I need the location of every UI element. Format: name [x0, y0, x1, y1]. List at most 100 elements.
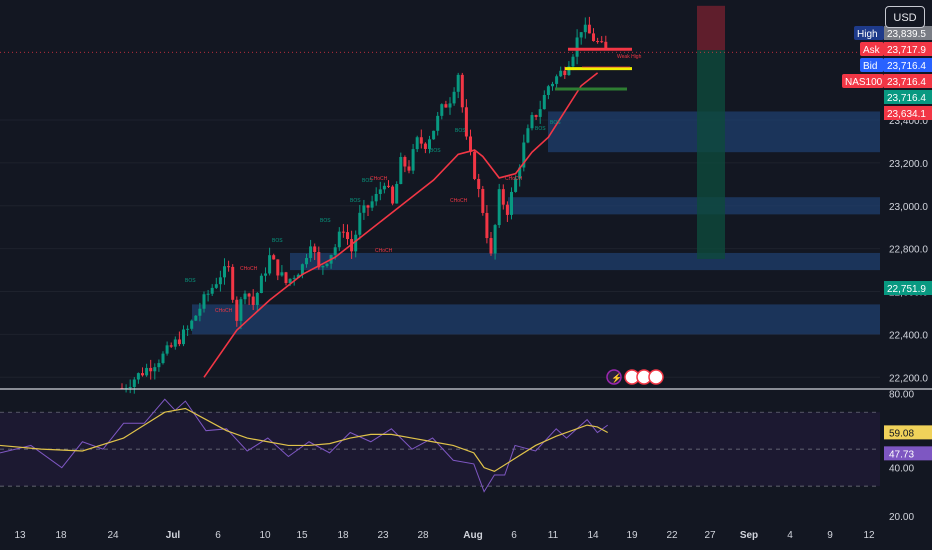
candle-body	[555, 76, 559, 84]
candle-body	[305, 257, 308, 265]
candle-body	[173, 339, 177, 347]
candle-body	[411, 149, 415, 171]
candle-body	[346, 232, 349, 240]
time-tick-label: 28	[417, 530, 429, 541]
candle-body	[460, 74, 464, 108]
rsi-ma-line	[0, 407, 608, 472]
candle-body	[546, 86, 550, 95]
candle-body	[514, 178, 518, 192]
time-tick-label: 11	[548, 530, 559, 541]
candle-body	[456, 74, 460, 92]
candle-body	[231, 266, 235, 300]
moving-average-line	[203, 72, 599, 378]
choch-label: CHoCH	[370, 176, 388, 182]
choch-label: CHoCH	[450, 198, 468, 204]
rsi-value-tag-bg	[884, 425, 932, 440]
price-tick-label: 22,400.0	[889, 330, 928, 341]
price-tag-value: 23,717.9	[887, 45, 926, 56]
price-tag-value-bg	[884, 42, 932, 56]
weak-high-label: Weak High	[617, 54, 642, 60]
candle-body	[251, 296, 255, 305]
candle-body	[292, 277, 296, 279]
candle-body	[432, 130, 436, 140]
rsi-value-tag: 59.08	[889, 428, 914, 439]
candle-body	[214, 284, 218, 288]
choch-label: CHoCH	[240, 266, 258, 272]
rsi-line	[0, 398, 608, 493]
candle-body	[218, 277, 222, 285]
choch-label: CHoCH	[375, 248, 393, 254]
bos-label: BOS	[430, 148, 441, 154]
candle-body	[186, 328, 190, 330]
time-tick-label: 18	[337, 530, 349, 541]
bos-label: BOS	[362, 178, 373, 184]
candle-body	[243, 293, 247, 300]
candle-body	[223, 266, 226, 278]
price-tag-value: 23,839.5	[887, 29, 926, 40]
time-tick-label: 4	[787, 530, 793, 541]
take-profit-zone	[697, 50, 725, 259]
price-tick-label: 22,200.0	[889, 373, 928, 384]
candle-body	[559, 70, 563, 77]
price-tag-value-bg	[884, 74, 932, 88]
candle-body	[415, 137, 419, 150]
bos-label: BOS	[455, 128, 466, 134]
candle-body	[538, 109, 542, 117]
time-tick-label: 6	[511, 530, 517, 541]
bos-label: BOS	[550, 120, 561, 126]
candle-body	[444, 104, 448, 108]
candle-body	[407, 166, 411, 171]
candle-body	[288, 278, 292, 284]
demand-zone	[290, 252, 880, 271]
time-tick-label: 12	[863, 530, 875, 541]
time-tick-label: 23	[377, 530, 389, 541]
price-tag-value: 23,716.4	[887, 77, 926, 88]
candle-body	[374, 193, 378, 202]
candle-body	[132, 379, 136, 387]
price-tag-value-bg	[884, 281, 932, 295]
candle-body	[579, 32, 583, 38]
candle-body	[169, 345, 173, 347]
price-tick-label: 23,000.0	[889, 202, 928, 213]
price-tick-label: 23,400.0	[889, 116, 928, 127]
candle-body	[202, 294, 206, 309]
candle-body	[428, 139, 431, 149]
us-flag-event	[648, 369, 664, 385]
candle-body	[473, 151, 477, 179]
rsi-value-tag-bg	[884, 446, 932, 461]
price-tag-value-bg	[884, 58, 932, 72]
candle-body	[358, 212, 362, 235]
candle-body	[157, 363, 161, 368]
price-tag-value-bg	[884, 26, 932, 40]
candle-body	[153, 367, 157, 372]
candle-body	[583, 24, 587, 33]
candle-body	[235, 299, 239, 321]
price-tag-value: 22,751.9	[887, 284, 926, 295]
candle-body	[469, 136, 472, 152]
currency-button[interactable]: USD	[885, 6, 925, 28]
candle-body	[477, 178, 481, 189]
time-tick-label: 27	[704, 530, 716, 541]
candle-body	[522, 142, 526, 168]
time-tick-label: Sep	[740, 530, 758, 541]
time-tick-label: 18	[55, 530, 67, 541]
candle-body	[387, 185, 390, 187]
candle-body	[436, 115, 440, 131]
candle-body	[403, 157, 407, 167]
candle-body	[481, 188, 485, 213]
candle-body	[542, 94, 546, 110]
candle-body	[333, 247, 337, 255]
price-tag-label: Ask	[863, 45, 881, 56]
candle-body	[325, 263, 329, 267]
candle-body	[255, 293, 259, 305]
price-tag-value-bg	[884, 90, 932, 104]
bos-label: BOS	[320, 218, 331, 224]
time-tick-label: 15	[296, 530, 308, 541]
candle-body	[489, 238, 493, 254]
candle-body	[354, 234, 358, 252]
candle-body	[337, 231, 341, 248]
candle-body	[128, 386, 132, 389]
candle-body	[530, 115, 534, 129]
